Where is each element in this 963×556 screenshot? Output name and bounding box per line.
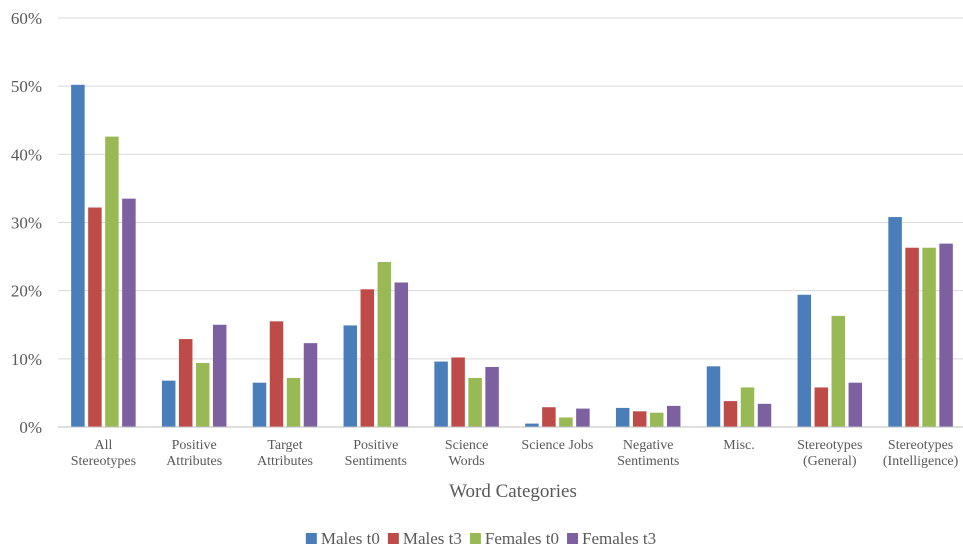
y-tick-label: 60%	[11, 9, 42, 28]
bar-females-t0	[286, 377, 301, 427]
bar-females-t0	[195, 362, 210, 427]
bar-males-t3	[360, 289, 375, 427]
x-category-label-line: Misc.	[723, 438, 755, 453]
bar-females-t0	[649, 412, 664, 427]
bar-males-t3	[723, 401, 738, 427]
bar-females-t3	[485, 367, 499, 427]
x-category-label: Positive Sentiments	[345, 438, 407, 469]
x-category-label: Stereotypes (Intelligence)	[883, 438, 959, 469]
x-category-label-line: Positive	[353, 438, 398, 453]
bar-males-t3	[269, 321, 284, 427]
x-category-label-line: Sentiments	[345, 454, 407, 469]
bar-males-t0	[434, 361, 448, 427]
x-category-label-line: Attributes	[257, 454, 313, 469]
y-tick-label: 20%	[11, 282, 42, 301]
y-tick-label: 30%	[11, 214, 42, 233]
bar-females-t0	[559, 417, 573, 427]
x-category-label: Science Words	[445, 438, 489, 469]
x-category-label: All Stereotypes	[71, 438, 136, 469]
bar-males-t3	[178, 339, 193, 427]
bars	[71, 84, 953, 428]
bar-males-t0	[888, 217, 902, 427]
x-category-label-line: Negative	[623, 438, 674, 453]
legend-label: Males t0	[321, 529, 380, 548]
legend-label: Females t0	[485, 529, 559, 548]
y-tick-label: 0%	[19, 418, 42, 437]
bar-females-t0	[377, 262, 392, 427]
x-category-label-line: Science Jobs	[521, 438, 593, 453]
gridlines	[58, 17, 963, 360]
bar-females-t3	[666, 405, 681, 427]
bar-males-t0	[343, 325, 358, 427]
y-tick-label: 50%	[11, 77, 42, 96]
x-category-label: Target Attributes	[257, 438, 313, 469]
bar-females-t0	[105, 136, 119, 428]
x-category-label-line: Words	[448, 454, 484, 469]
bar-males-t3	[451, 357, 465, 427]
y-tick-label: 10%	[11, 350, 42, 369]
x-category-label: Stereotypes (General)	[797, 438, 862, 469]
bar-females-t3	[939, 243, 953, 427]
bar-males-t3	[905, 247, 919, 427]
bar-males-t0	[525, 423, 539, 427]
x-category-label: Positive Attributes	[166, 438, 222, 469]
legend: Males t0 Males t3 Females t0 Females t3	[305, 529, 656, 548]
bar-females-t3	[757, 403, 772, 427]
bar-males-t3	[814, 387, 829, 427]
bar-females-t0	[831, 315, 846, 427]
bar-females-t3	[122, 198, 136, 427]
x-category-label-line: Stereotypes	[71, 454, 136, 469]
x-category-label-line: Target	[267, 438, 302, 453]
x-category-label: Science Jobs	[521, 438, 593, 453]
bar-males-t0	[71, 84, 85, 428]
bar-males-t0	[797, 294, 812, 427]
bar-females-t0	[740, 387, 755, 427]
bar-males-t3	[542, 407, 556, 427]
x-category-label-line: Science	[445, 438, 489, 453]
bar-females-t0	[922, 247, 936, 427]
x-category-label-line: Stereotypes	[888, 438, 953, 453]
bar-males-t0	[252, 382, 267, 427]
bar-males-t0	[615, 407, 630, 427]
bar-females-t3	[848, 382, 863, 427]
x-category-label-line: Attributes	[166, 454, 222, 469]
x-category-label-line: All	[94, 438, 112, 453]
x-category-label: Misc.	[723, 438, 755, 453]
bar-males-t3	[88, 207, 102, 427]
x-category-label-line: Stereotypes	[797, 438, 862, 453]
bar-males-t0	[161, 380, 176, 427]
x-category-label-line: Sentiments	[617, 454, 679, 469]
x-axis-label: Word Categories	[449, 481, 577, 502]
legend-swatch	[305, 533, 317, 544]
bar-females-t3	[303, 343, 318, 427]
legend-label: Females t3	[582, 529, 656, 548]
bar-males-t3	[632, 411, 647, 427]
bar-females-t3	[394, 282, 409, 427]
bar-females-t3	[576, 408, 590, 427]
x-category-label: Negative Sentiments	[617, 438, 679, 469]
x-category-label-line: (Intelligence)	[883, 454, 959, 469]
legend-swatch	[469, 533, 481, 544]
legend-label: Males t3	[403, 529, 462, 548]
x-category-label-line: (General)	[803, 454, 857, 469]
legend-swatch	[387, 533, 399, 544]
bar-females-t0	[468, 377, 482, 427]
x-category-label-line: Positive	[172, 438, 217, 453]
bar-females-t3	[212, 324, 227, 427]
y-tick-label: 40%	[11, 145, 42, 164]
legend-swatch	[567, 533, 579, 544]
y-axis-ticks: 0% 10% 20% 30% 40% 50% 60%	[11, 9, 42, 437]
bar-males-t0	[706, 366, 721, 427]
